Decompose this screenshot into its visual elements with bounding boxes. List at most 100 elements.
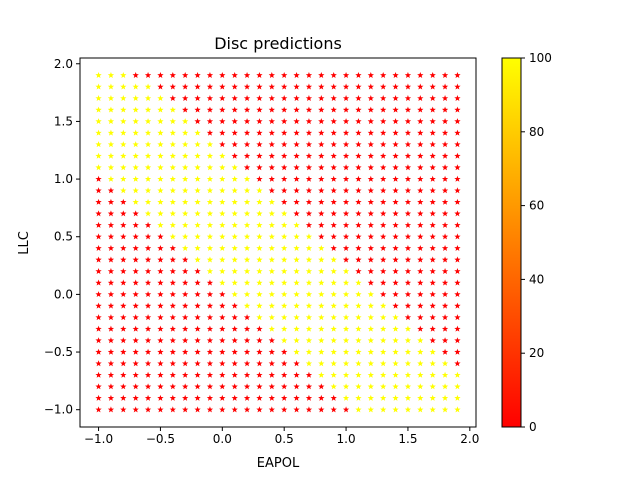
data-point bbox=[305, 325, 313, 332]
data-point bbox=[206, 221, 214, 228]
data-point bbox=[330, 152, 337, 159]
data-point bbox=[380, 244, 387, 251]
data-point bbox=[342, 256, 350, 263]
data-point bbox=[120, 244, 127, 251]
data-point bbox=[95, 348, 102, 355]
data-point bbox=[182, 394, 189, 401]
data-point bbox=[342, 383, 350, 390]
data-point bbox=[392, 118, 399, 125]
data-point bbox=[182, 291, 189, 298]
data-point bbox=[429, 360, 436, 367]
data-point bbox=[219, 291, 226, 298]
data-point bbox=[454, 72, 461, 78]
data-point bbox=[157, 118, 164, 125]
data-point bbox=[107, 371, 115, 378]
data-point bbox=[454, 129, 461, 136]
data-point bbox=[417, 244, 424, 251]
data-point bbox=[268, 314, 275, 321]
data-point bbox=[169, 279, 176, 286]
data-point bbox=[182, 268, 189, 274]
colorbar bbox=[501, 57, 522, 428]
data-point bbox=[169, 325, 176, 332]
data-point bbox=[330, 268, 337, 274]
data-point bbox=[367, 106, 374, 113]
data-point bbox=[268, 83, 275, 90]
data-point bbox=[231, 141, 238, 148]
data-point bbox=[243, 244, 251, 251]
data-point bbox=[157, 337, 164, 344]
data-point bbox=[243, 198, 251, 205]
data-point bbox=[206, 106, 214, 113]
data-point bbox=[318, 187, 325, 194]
data-point bbox=[441, 141, 449, 148]
data-point bbox=[318, 371, 325, 378]
data-point bbox=[429, 198, 436, 205]
colorbar-tick-label: 40 bbox=[529, 272, 544, 286]
data-point bbox=[144, 72, 152, 78]
data-point bbox=[107, 210, 115, 217]
data-point bbox=[268, 394, 275, 401]
data-point bbox=[206, 95, 214, 102]
data-point bbox=[157, 302, 164, 309]
data-point bbox=[231, 371, 238, 378]
data-point bbox=[293, 233, 300, 240]
data-point bbox=[342, 221, 350, 228]
data-point bbox=[120, 268, 127, 274]
data-point bbox=[268, 187, 275, 194]
data-point bbox=[367, 198, 374, 205]
data-point bbox=[417, 95, 424, 102]
data-point bbox=[429, 152, 436, 159]
data-point bbox=[355, 83, 362, 90]
data-point bbox=[219, 141, 226, 148]
data-point bbox=[392, 337, 399, 344]
data-point bbox=[206, 256, 214, 263]
data-point bbox=[367, 348, 374, 355]
data-point bbox=[219, 83, 226, 90]
data-point bbox=[231, 383, 238, 390]
data-point bbox=[95, 291, 102, 298]
data-point bbox=[182, 72, 189, 78]
data-point bbox=[120, 187, 127, 194]
data-point bbox=[169, 371, 176, 378]
data-point bbox=[342, 198, 350, 205]
data-point bbox=[342, 233, 350, 240]
data-point bbox=[107, 106, 115, 113]
data-point bbox=[157, 95, 164, 102]
data-point bbox=[107, 83, 115, 90]
data-point bbox=[182, 187, 189, 194]
data-point bbox=[454, 164, 461, 171]
data-point bbox=[169, 83, 176, 90]
data-point bbox=[243, 314, 251, 321]
data-point bbox=[107, 325, 115, 332]
data-point bbox=[182, 256, 189, 263]
data-point bbox=[305, 291, 313, 298]
data-point bbox=[454, 198, 461, 205]
data-point bbox=[454, 337, 461, 344]
data-point bbox=[219, 406, 226, 413]
data-point bbox=[404, 325, 412, 332]
data-point bbox=[268, 72, 275, 78]
data-point bbox=[454, 106, 461, 113]
data-point bbox=[243, 210, 251, 217]
data-point bbox=[169, 268, 176, 274]
data-point bbox=[367, 268, 374, 274]
data-point bbox=[132, 383, 139, 390]
data-point bbox=[404, 118, 412, 125]
data-point bbox=[206, 233, 214, 240]
data-point bbox=[120, 383, 127, 390]
data-point bbox=[441, 325, 449, 332]
data-point bbox=[355, 106, 362, 113]
data-point bbox=[441, 95, 449, 102]
data-point bbox=[281, 279, 288, 286]
data-point bbox=[355, 268, 362, 274]
data-point bbox=[182, 118, 189, 125]
data-point bbox=[417, 371, 424, 378]
data-point bbox=[342, 348, 350, 355]
data-point bbox=[342, 371, 350, 378]
data-point bbox=[281, 244, 288, 251]
data-point bbox=[417, 302, 424, 309]
data-point bbox=[144, 210, 152, 217]
data-point bbox=[318, 152, 325, 159]
data-point bbox=[107, 394, 115, 401]
data-point bbox=[243, 291, 251, 298]
